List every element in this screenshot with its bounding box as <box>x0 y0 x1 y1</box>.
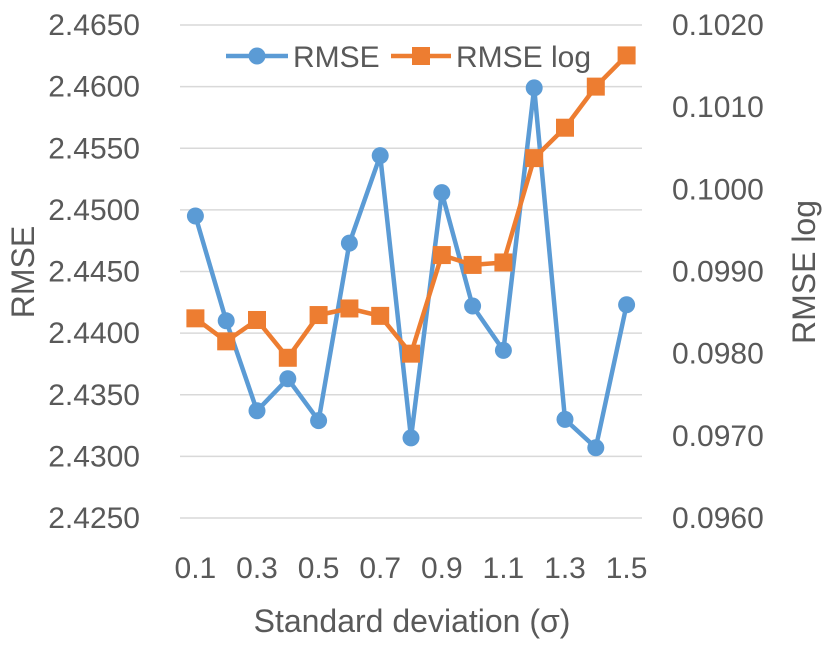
x-tick-label: 0.7 <box>359 552 401 585</box>
right-y-axis: 0.0960 0.0970 0.0980 0.0990 0.1000 0.1010 0.10… <box>672 9 764 535</box>
data-point-rmse <box>525 79 543 97</box>
data-point-rmse <box>186 207 204 225</box>
x-axis: 0.1 0.3 0.5 0.7 0.9 1.1 1.3 1.5 <box>175 552 648 585</box>
series-line-rmse <box>193 85 629 450</box>
y-tick-label-right: 0.1000 <box>672 173 764 206</box>
x-tick-label: 1.5 <box>606 552 648 585</box>
y-tick-label-right: 0.0970 <box>672 420 764 453</box>
legend-label: RMSE <box>293 41 380 74</box>
legend: RMSE RMSE log <box>226 41 591 74</box>
data-point-rmse-log <box>463 255 482 274</box>
plot-area <box>186 46 636 457</box>
data-point-rmse-log <box>402 344 420 363</box>
x-axis-title: Standard deviation (σ) <box>254 603 571 639</box>
x-tick-label: 0.9 <box>421 552 463 585</box>
data-point-rmse <box>340 234 358 252</box>
data-point-rmse-log <box>556 118 574 137</box>
data-point-rmse-log <box>278 348 297 367</box>
legend-item-rmse: RMSE <box>226 41 380 74</box>
data-point-rmse <box>494 341 512 359</box>
data-point-rmse <box>371 147 389 165</box>
data-point-rmse <box>248 402 266 420</box>
y-tick-label-left: 2.4550 <box>48 132 140 165</box>
y-axis-title-left: RMSE <box>5 226 41 318</box>
y-tick-label-right: 0.1020 <box>672 9 764 42</box>
x-tick-label: 1.1 <box>483 552 525 585</box>
y-tick-label-right: 0.0980 <box>672 338 764 371</box>
data-point-rmse <box>556 410 574 428</box>
y-tick-label-left: 2.4500 <box>48 194 140 227</box>
data-point-rmse <box>464 297 482 315</box>
data-point-rmse <box>402 429 420 447</box>
data-point-rmse-log <box>432 246 451 265</box>
data-point-rmse-log <box>494 253 513 272</box>
y-tick-label-right: 0.1010 <box>672 91 764 124</box>
x-tick-label: 0.5 <box>298 552 340 585</box>
data-point-rmse <box>217 312 235 330</box>
data-point-rmse-log <box>248 310 266 329</box>
data-point-rmse <box>618 296 636 314</box>
x-tick-label: 0.3 <box>236 552 278 585</box>
data-point-rmse-log <box>617 46 636 65</box>
y-tick-label-left: 2.4600 <box>48 71 140 104</box>
data-point-rmse-log <box>586 77 605 96</box>
y-tick-label-left: 2.4650 <box>48 9 140 42</box>
data-point-rmse <box>433 184 451 202</box>
data-point-rmse-log <box>371 306 390 325</box>
y-tick-label-left: 2.4250 <box>48 502 140 535</box>
legend-label: RMSE log <box>456 41 591 74</box>
data-point-rmse-log <box>525 149 544 168</box>
data-point-rmse <box>310 412 328 430</box>
y-axis-title-right: RMSE log <box>786 200 822 344</box>
x-tick-label: 1.3 <box>544 552 586 585</box>
gridlines <box>180 24 642 519</box>
y-tick-label-left: 2.4350 <box>48 379 140 412</box>
y-tick-label-left: 2.4400 <box>48 317 140 350</box>
x-tick-label: 0.1 <box>175 552 217 585</box>
legend-item-rmse-log: RMSE log <box>391 41 591 74</box>
legend-marker <box>412 47 430 65</box>
data-point-rmse <box>279 370 297 388</box>
data-point-rmse-log <box>186 309 205 328</box>
y-tick-label-left: 2.4300 <box>48 440 140 473</box>
y-tick-label-right: 0.0960 <box>672 502 764 535</box>
y-tick-label-right: 0.0990 <box>672 256 764 289</box>
left-y-axis: 2.4250 2.4300 2.4350 2.4400 2.4450 2.4500 2.45… <box>48 9 140 535</box>
data-point-rmse-log <box>217 332 236 351</box>
legend-marker <box>248 47 266 65</box>
data-point-rmse <box>587 439 605 457</box>
data-point-rmse-log <box>340 299 359 318</box>
data-point-rmse-log <box>309 306 328 325</box>
y-tick-label-left: 2.4450 <box>48 256 140 289</box>
